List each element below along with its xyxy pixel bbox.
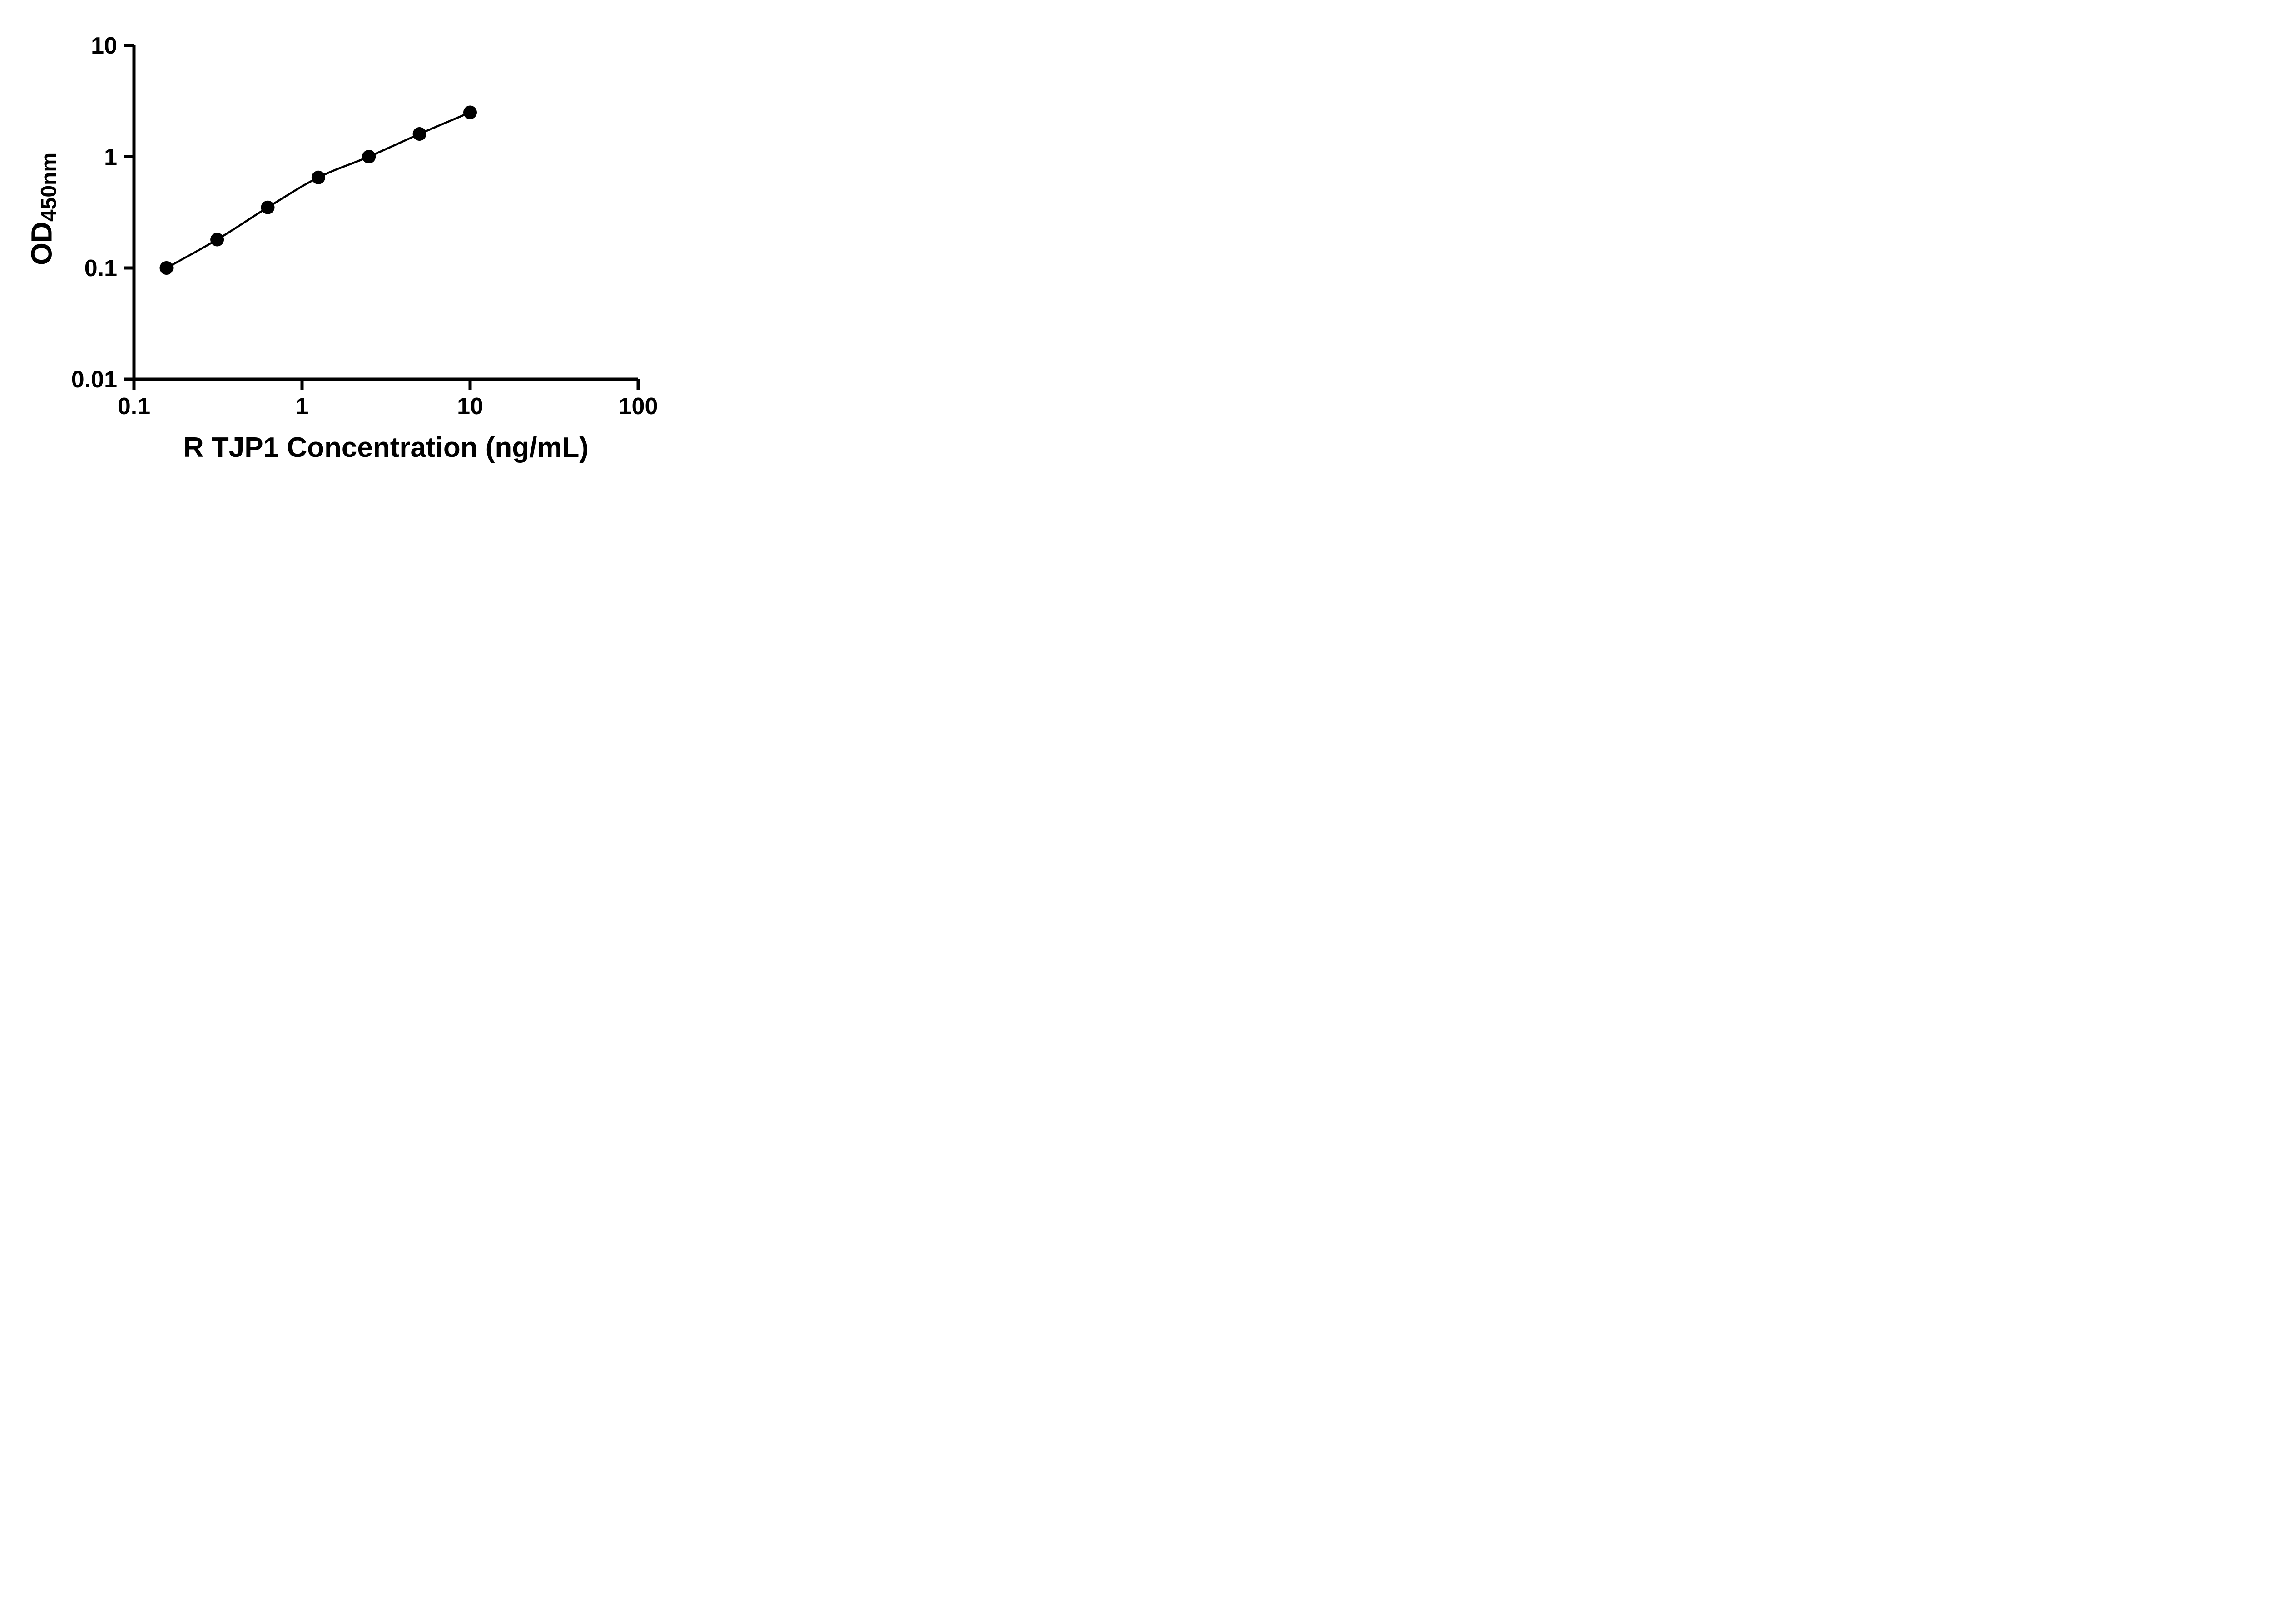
- y-axis-title: OD450nm: [25, 153, 62, 265]
- y-tick-label: 1: [104, 144, 117, 170]
- axis-lines: [132, 45, 638, 381]
- x-tick-label: 100: [619, 393, 658, 420]
- data-point: [210, 233, 224, 247]
- y-axis-title-main: OD: [25, 222, 58, 266]
- x-tick-label: 0.1: [118, 393, 150, 420]
- data-point: [261, 200, 275, 214]
- y-tick-label: 0.1: [84, 255, 117, 282]
- elisa-standard-curve-figure: 0.1 1 10 100 0.01 0.1 1 10 OD450nm R TJP1 Conce…: [0, 0, 700, 487]
- y-tick-label: 10: [91, 33, 117, 59]
- axis-ticks: [124, 44, 640, 390]
- data-point: [362, 150, 376, 163]
- data-point: [463, 105, 477, 119]
- x-tick-label: 1: [296, 393, 309, 420]
- data-point: [412, 127, 426, 141]
- data-point: [311, 170, 325, 184]
- y-tick-label: 0.01: [71, 366, 117, 393]
- x-tick-label: 10: [457, 393, 483, 420]
- data-point: [159, 261, 174, 275]
- y-axis-title-subscript: 450nm: [37, 152, 61, 222]
- data-points: [159, 105, 477, 275]
- x-axis-title: R TJP1 Concentration (ng/mL): [183, 432, 589, 463]
